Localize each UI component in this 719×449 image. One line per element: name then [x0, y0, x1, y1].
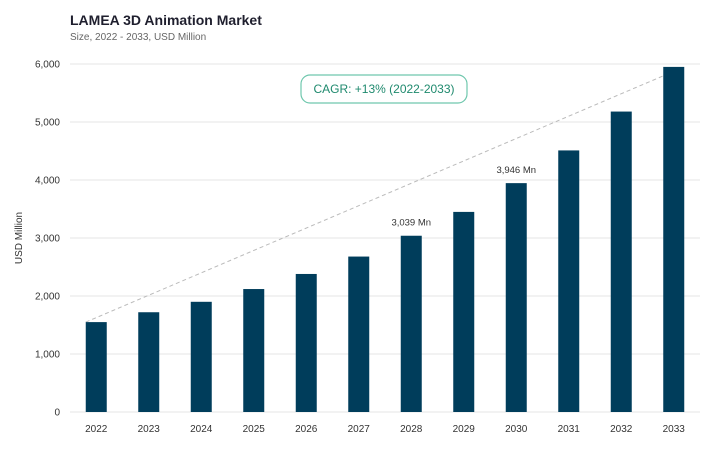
x-tick-label: 2024 — [190, 424, 213, 435]
y-axis-ticks: 0 1,000 2,000 3,000 4,000 5,000 6,000 — [35, 60, 60, 419]
chart-subtitle: Size, 2022 - 2033, USD Million — [70, 32, 207, 43]
x-axis-ticks: 2022 2023 2024 2025 2026 2027 2028 2029 2030 2031… — [85, 424, 685, 435]
y-tick-label: 6,000 — [35, 60, 60, 71]
cagr-annotation: CAGR: +13% (2022-2033) — [300, 74, 468, 104]
cagr-trend-line — [85, 66, 685, 323]
bar-2031 — [558, 150, 580, 413]
x-tick-label: 2033 — [663, 424, 686, 435]
data-labels: 3,039 Mn 3,946 Mn — [391, 165, 536, 229]
x-tick-label: 2031 — [558, 424, 581, 435]
cagr-label: CAGR: +13% (2022-2033) — [313, 82, 454, 96]
bar-2028 — [400, 235, 422, 412]
data-label: 3,039 Mn — [391, 218, 431, 229]
x-tick-label: 2025 — [243, 424, 266, 435]
y-tick-label: 1,000 — [35, 350, 60, 361]
x-tick-label: 2032 — [610, 424, 633, 435]
bar-2022 — [85, 322, 107, 412]
cagr-box — [300, 74, 468, 104]
x-tick-label: 2030 — [505, 424, 528, 435]
x-tick-label: 2029 — [453, 424, 476, 435]
y-tick-label: 5,000 — [35, 118, 60, 129]
bar-2026 — [295, 273, 317, 412]
bar-2024 — [190, 301, 212, 412]
bar-2033 — [663, 66, 685, 413]
bar-2029 — [453, 211, 475, 412]
y-tick-label: 2,000 — [35, 292, 60, 303]
y-tick-label: 3,000 — [35, 234, 60, 245]
x-tick-label: 2026 — [295, 424, 318, 435]
chart-title: LAMEA 3D Animation Market — [70, 12, 262, 28]
x-tick-label: 2028 — [400, 424, 423, 435]
grid-lines — [70, 63, 700, 413]
bars — [85, 66, 685, 413]
bar-2030 — [505, 183, 527, 412]
bar-2032 — [610, 111, 632, 412]
y-tick-label: 4,000 — [35, 176, 60, 187]
x-tick-label: 2023 — [138, 424, 161, 435]
x-tick-label: 2022 — [85, 424, 108, 435]
x-tick-label: 2027 — [348, 424, 371, 435]
y-tick-label: 0 — [54, 408, 60, 419]
bar-2025 — [243, 289, 265, 412]
bar-2027 — [348, 256, 370, 412]
data-label: 3,946 Mn — [496, 165, 536, 176]
bar-2023 — [138, 312, 160, 412]
y-axis-label: USD Million — [14, 212, 25, 264]
